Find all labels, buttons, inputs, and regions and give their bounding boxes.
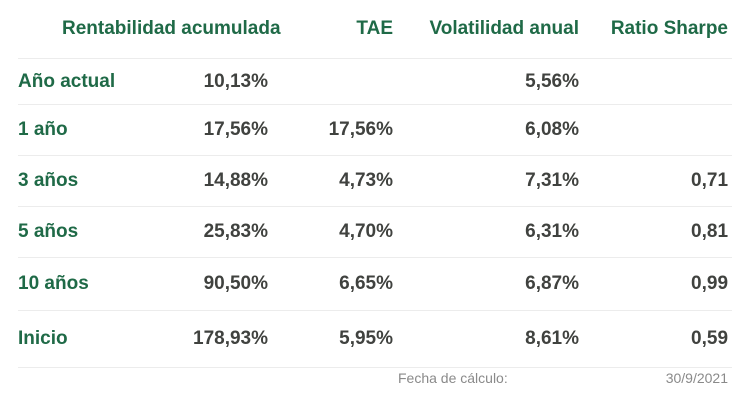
table-row: Año actual 10,13% 5,56% bbox=[18, 58, 733, 105]
cell-sharpe bbox=[579, 58, 733, 105]
cell-volatilidad: 8,61% bbox=[393, 310, 580, 368]
cell-tae: 17,56% bbox=[268, 104, 394, 156]
cell-rentabilidad: 14,88% bbox=[93, 155, 269, 207]
row-label: Año actual bbox=[18, 58, 115, 105]
table-row: Inicio 178,93% 5,95% 8,61% 0,59 bbox=[18, 310, 733, 368]
cell-rentabilidad: 25,83% bbox=[93, 206, 269, 258]
cell-sharpe: 0,59 bbox=[579, 310, 733, 368]
cell-sharpe: 0,99 bbox=[579, 257, 733, 311]
calculation-date-value: 30/9/2021 bbox=[665, 370, 728, 386]
calculation-date-label: Fecha de cálculo: bbox=[398, 370, 508, 386]
header-volatilidad-anual: Volatilidad anual bbox=[393, 0, 580, 59]
table-header-row: Rentabilidad acumulada TAE Volatilidad a… bbox=[18, 0, 733, 59]
cell-volatilidad: 6,87% bbox=[393, 257, 580, 311]
row-label: 5 años bbox=[18, 206, 93, 258]
cell-tae: 6,65% bbox=[268, 257, 394, 311]
cell-tae: 4,73% bbox=[268, 155, 394, 207]
cell-volatilidad: 5,56% bbox=[393, 58, 580, 105]
header-ratio-sharpe: Ratio Sharpe bbox=[579, 0, 733, 59]
cell-rentabilidad: 17,56% bbox=[93, 104, 269, 156]
cell-volatilidad: 6,08% bbox=[393, 104, 580, 156]
row-label: 3 años bbox=[18, 155, 93, 207]
cell-tae: 5,95% bbox=[268, 310, 394, 368]
performance-table: Rentabilidad acumulada TAE Volatilidad a… bbox=[18, 0, 733, 368]
row-label: Inicio bbox=[18, 310, 93, 368]
cell-tae: 4,70% bbox=[268, 206, 394, 258]
table-row: 5 años 25,83% 4,70% 6,31% 0,81 bbox=[18, 206, 733, 258]
cell-sharpe: 0,71 bbox=[579, 155, 733, 207]
row-label: 10 años bbox=[18, 257, 93, 311]
table-row: 1 año 17,56% 17,56% 6,08% bbox=[18, 104, 733, 156]
cell-sharpe: 0,81 bbox=[579, 206, 733, 258]
table-row: 10 años 90,50% 6,65% 6,87% 0,99 bbox=[18, 257, 733, 311]
header-rentabilidad-acumulada: Rentabilidad acumulada bbox=[18, 0, 281, 59]
cell-volatilidad: 6,31% bbox=[393, 206, 580, 258]
table-row: 3 años 14,88% 4,73% 7,31% 0,71 bbox=[18, 155, 733, 207]
cell-sharpe bbox=[579, 104, 733, 156]
cell-rentabilidad: 178,93% bbox=[93, 310, 269, 368]
cell-volatilidad: 7,31% bbox=[393, 155, 580, 207]
header-tae: TAE bbox=[268, 0, 394, 59]
row-label: 1 año bbox=[18, 104, 93, 156]
cell-tae bbox=[268, 58, 394, 105]
cell-rentabilidad: 10,13% bbox=[93, 58, 269, 105]
cell-rentabilidad: 90,50% bbox=[93, 257, 269, 311]
